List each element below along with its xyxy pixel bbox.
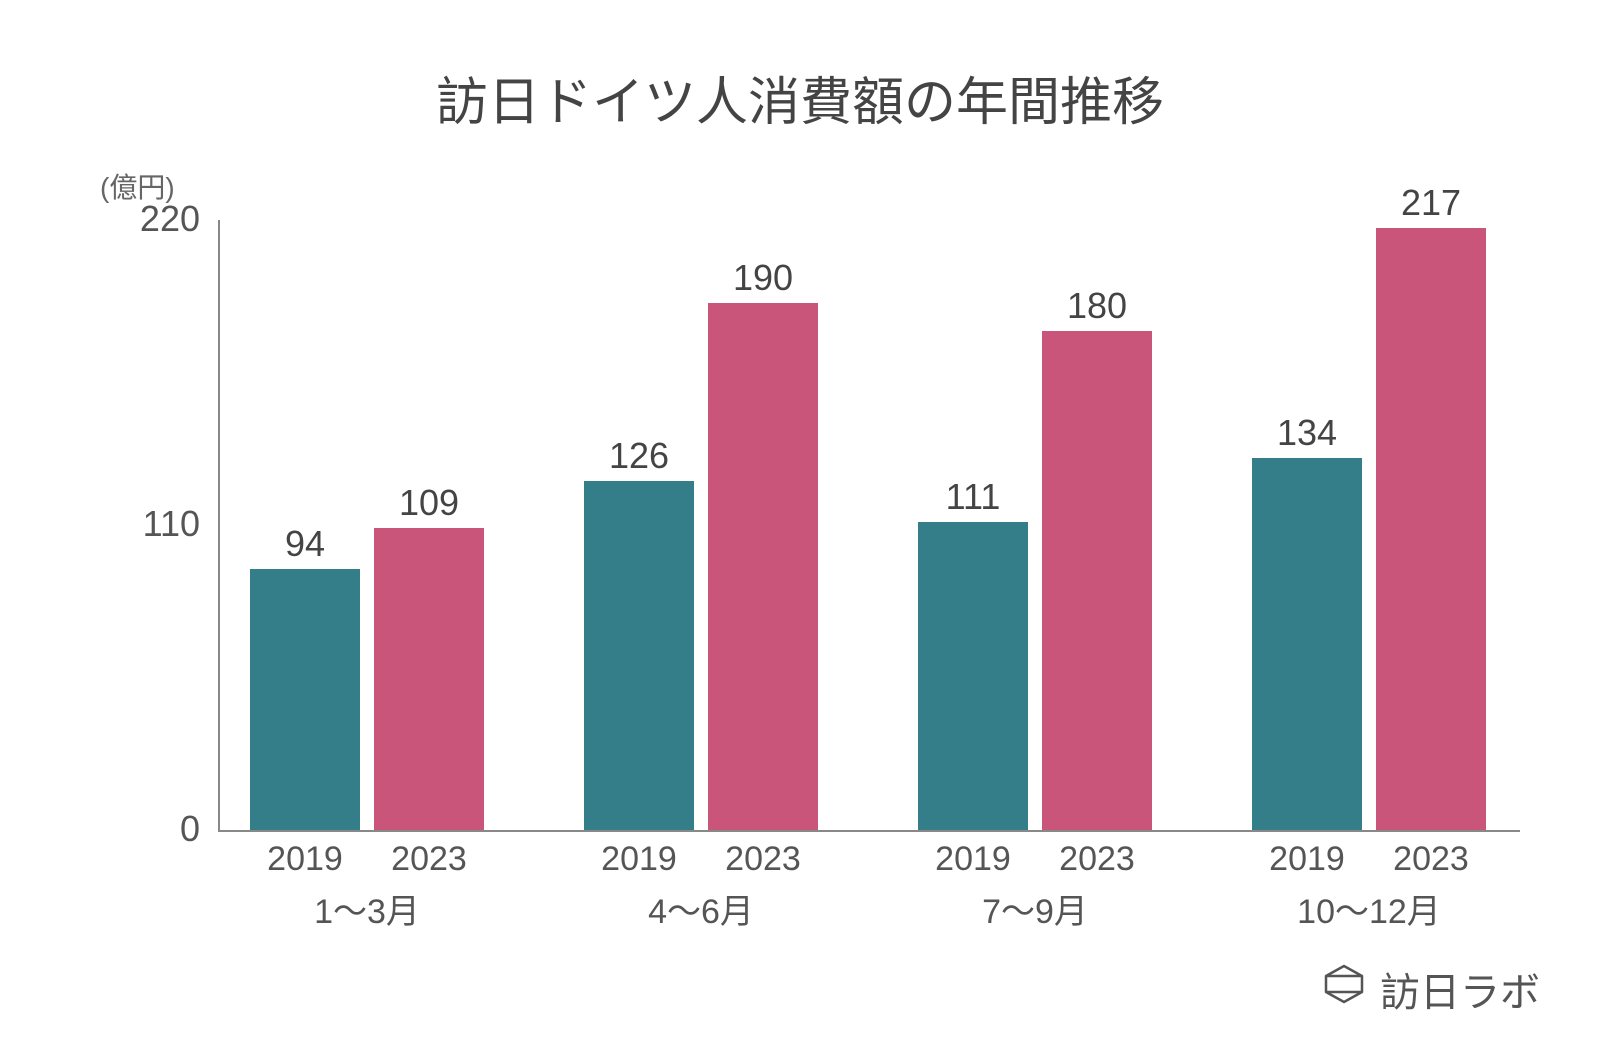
y-tick-label: 0 bbox=[100, 808, 200, 850]
bar-year-label: 2023 bbox=[708, 840, 818, 879]
bar-value-label: 217 bbox=[1376, 182, 1486, 224]
logo-text: 訪日ラボ bbox=[1380, 960, 1540, 1018]
y-tick-label: 110 bbox=[100, 503, 200, 545]
y-axis-unit: (億円) bbox=[100, 166, 175, 206]
bar-value-label: 190 bbox=[708, 257, 818, 299]
bar-value-label: 126 bbox=[584, 435, 694, 477]
bar bbox=[584, 481, 694, 830]
bar-year-label: 2023 bbox=[1376, 840, 1486, 879]
source-logo: 訪日ラボ bbox=[1322, 960, 1540, 1018]
bar-year-label: 2019 bbox=[918, 840, 1028, 879]
chart-stage: 訪日ドイツ人消費額の年間推移 0110220(億円) 9420191092023… bbox=[0, 0, 1600, 1048]
bar-year-label: 2023 bbox=[1042, 840, 1152, 879]
bar bbox=[374, 528, 484, 830]
bar-year-label: 2019 bbox=[250, 840, 360, 879]
bar bbox=[250, 569, 360, 830]
bar-year-label: 2019 bbox=[1252, 840, 1362, 879]
group-label: 1〜3月 bbox=[250, 884, 484, 933]
x-axis-line bbox=[220, 830, 1520, 832]
bar-year-label: 2023 bbox=[374, 840, 484, 879]
bar-value-label: 134 bbox=[1252, 412, 1362, 454]
bar-value-label: 111 bbox=[918, 476, 1028, 518]
bar-year-label: 2019 bbox=[584, 840, 694, 879]
bar bbox=[918, 522, 1028, 830]
logo-icon bbox=[1322, 962, 1366, 1016]
bar bbox=[1376, 228, 1486, 830]
bar bbox=[708, 303, 818, 830]
bar bbox=[1252, 458, 1362, 830]
bar-value-label: 109 bbox=[374, 482, 484, 524]
bar-value-label: 180 bbox=[1042, 285, 1152, 327]
bar-value-label: 94 bbox=[250, 523, 360, 565]
chart-title: 訪日ドイツ人消費額の年間推移 bbox=[0, 60, 1600, 135]
group-label: 7〜9月 bbox=[918, 884, 1152, 933]
group-label: 4〜6月 bbox=[584, 884, 818, 933]
bar bbox=[1042, 331, 1152, 830]
group-label: 10〜12月 bbox=[1252, 884, 1486, 933]
y-axis-line bbox=[218, 220, 220, 832]
